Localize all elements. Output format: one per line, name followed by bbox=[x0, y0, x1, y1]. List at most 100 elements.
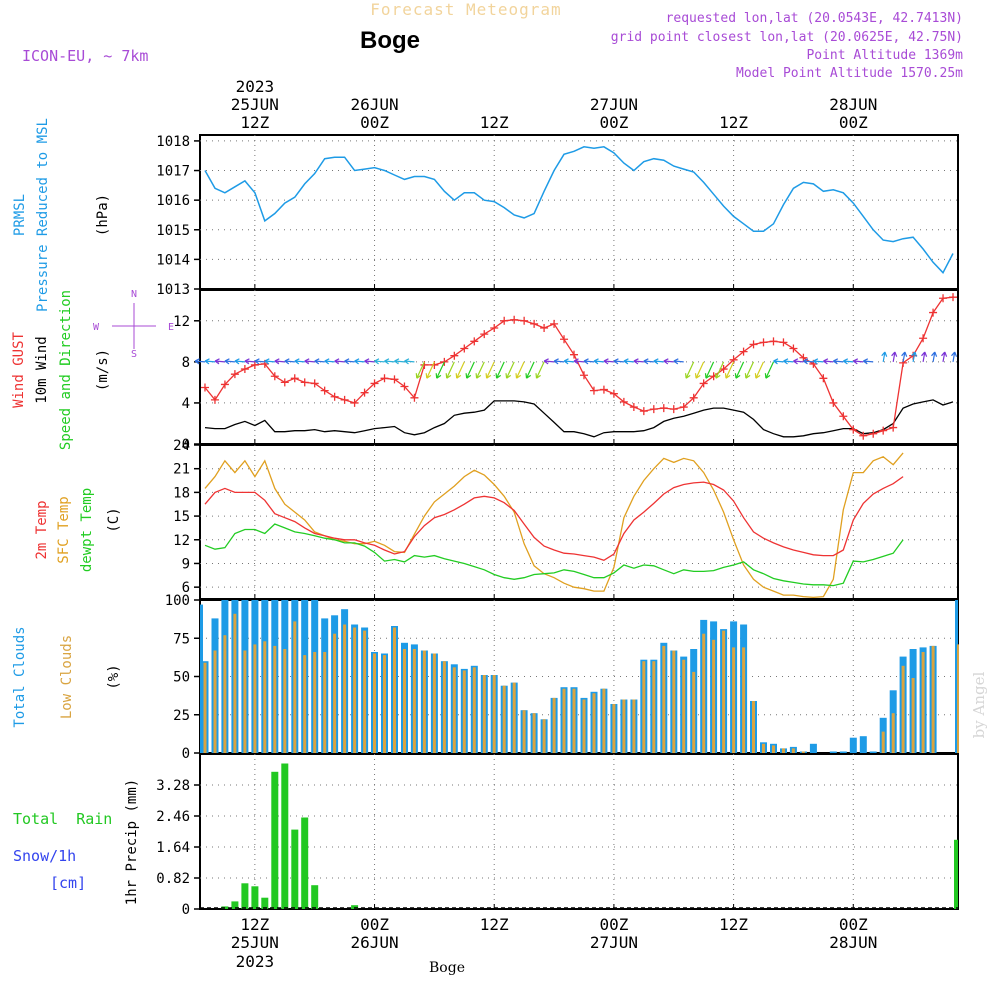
low-cloud-bar bbox=[393, 627, 396, 753]
wind-direction-arrow bbox=[435, 361, 445, 379]
wind-gust-point bbox=[839, 412, 848, 421]
low-cloud-bar bbox=[632, 699, 636, 753]
clouds-unit: (%) bbox=[106, 664, 122, 689]
low-cloud-bar bbox=[532, 713, 536, 753]
clouds-ytick-label: 25 bbox=[173, 708, 190, 724]
pressure-ytick-label: 1014 bbox=[156, 252, 190, 268]
wind-direction-arrow bbox=[404, 358, 415, 365]
bottom-axis-hour: 12Z bbox=[480, 915, 509, 934]
total-cloud-bar bbox=[829, 751, 837, 753]
wind-gust-point bbox=[300, 378, 309, 387]
low-cloud-bar bbox=[652, 661, 656, 753]
wind-direction-arrow bbox=[793, 358, 804, 365]
clouds-ytick-label: 100 bbox=[165, 593, 190, 609]
wind-labels: Wind GUST 10m Wind Speed and Direction (… bbox=[11, 289, 174, 450]
wind-direction-arrow bbox=[754, 361, 765, 379]
rain-bar bbox=[261, 897, 269, 909]
top-axis-date: 25JUN bbox=[231, 95, 279, 114]
wind-gust-point bbox=[609, 389, 618, 398]
rain-bar bbox=[954, 839, 958, 909]
clouds-label-total: Total Clouds bbox=[12, 626, 28, 727]
wind-direction-arrow bbox=[901, 351, 908, 363]
low-cloud-bar bbox=[742, 647, 746, 753]
wind-gust-point bbox=[210, 395, 219, 404]
wind-gust-point bbox=[929, 308, 938, 317]
wind-gust-point bbox=[769, 337, 778, 346]
wind-gust-point bbox=[460, 344, 469, 353]
wind-gust-point bbox=[599, 385, 608, 394]
low-cloud-bar bbox=[472, 667, 476, 753]
low-cloud-bar bbox=[662, 645, 666, 753]
wind-gust-line bbox=[204, 296, 954, 437]
wind-direction-arrow bbox=[852, 358, 864, 365]
low-cloud-bar bbox=[702, 633, 706, 753]
wind-gust-point bbox=[310, 379, 319, 388]
wind-direction-arrow bbox=[734, 361, 745, 379]
low-cloud-bar bbox=[957, 644, 959, 753]
wind-direction-arrow bbox=[465, 361, 475, 379]
wind-direction-arrow bbox=[553, 358, 565, 365]
low-cloud-bar bbox=[422, 650, 426, 753]
low-cloud-bar bbox=[881, 731, 885, 753]
wind-ytick-label: 12 bbox=[173, 314, 190, 330]
low-cloud-bar bbox=[363, 630, 367, 753]
compass-west: W bbox=[93, 322, 100, 333]
wind-gust-point bbox=[270, 372, 279, 381]
top-axis-date: 26JUN bbox=[350, 95, 398, 114]
wind-direction-arrow bbox=[495, 361, 505, 379]
low-cloud-bar bbox=[293, 621, 297, 753]
wind-direction-arrow bbox=[773, 358, 784, 365]
total-cloud-bar bbox=[200, 604, 203, 753]
low-cloud-bar bbox=[592, 693, 596, 753]
total-cloud-bar bbox=[859, 736, 867, 753]
wind-direction-arrow bbox=[274, 358, 285, 365]
low-cloud-bar bbox=[373, 653, 376, 753]
wind-gust-point bbox=[759, 338, 768, 347]
low-cloud-bar bbox=[263, 641, 267, 753]
wind-ytick-label: 0 bbox=[182, 437, 190, 453]
wind-gust-point bbox=[739, 347, 748, 356]
wind-gust-point bbox=[560, 335, 569, 344]
wind-gust-point bbox=[869, 429, 878, 438]
wind-direction-arrow bbox=[314, 358, 325, 365]
low-cloud-bar bbox=[313, 652, 317, 753]
precip-label-cm: [cm] bbox=[50, 874, 86, 892]
pressure-ytick-label: 1016 bbox=[156, 193, 190, 209]
wind-direction-arrow bbox=[304, 358, 315, 365]
precip-panel: 0 0.82 1.64 2.46 3.28 bbox=[156, 753, 959, 918]
temp-2m-line bbox=[204, 476, 904, 562]
wind-direction-arrow bbox=[573, 358, 585, 365]
requested-coords: requested lon,lat (20.0543E, 42.7413N) bbox=[666, 11, 963, 26]
low-cloud-bar bbox=[482, 675, 486, 753]
wind-speed-line bbox=[204, 399, 954, 438]
pressure-label-prmsl: PRMSL bbox=[12, 194, 28, 236]
wind-direction-arrow bbox=[224, 358, 235, 365]
low-cloud-bar bbox=[353, 627, 357, 753]
rain-bar bbox=[291, 829, 299, 909]
clouds-panel: 0 25 50 75 100 bbox=[165, 593, 959, 762]
top-axis-date: 27JUN bbox=[590, 95, 638, 114]
compass-rose: W E N S bbox=[93, 289, 174, 360]
wind-direction-arrow bbox=[633, 358, 644, 365]
model-altitude: Model Point Altitude 1570.25m bbox=[736, 66, 963, 81]
wind-gust-point bbox=[440, 357, 449, 366]
bottom-axis-date: 28JUN bbox=[829, 933, 877, 952]
temperature-panel: 6 9 12 15 18 21 24 bbox=[173, 438, 959, 600]
low-cloud-bar bbox=[502, 685, 506, 753]
model-label: ICON-EU, ~ 7km bbox=[22, 47, 148, 65]
low-cloud-bar bbox=[762, 743, 765, 753]
wind-gust-point bbox=[280, 378, 289, 387]
pressure-ytick-label: 1013 bbox=[156, 282, 190, 298]
meteogram-title: Forecast Meteogram bbox=[370, 0, 561, 19]
top-axis-hour: 00Z bbox=[599, 113, 628, 132]
wind-gust-point bbox=[510, 315, 519, 324]
precip-ytick-label: 1.64 bbox=[156, 840, 190, 856]
grid-point-coords: grid point closest lon,lat (20.0625E, 42… bbox=[611, 30, 963, 45]
clouds-label-low: Low Clouds bbox=[59, 635, 75, 719]
compass-east: E bbox=[168, 322, 174, 333]
temp-ytick-label: 12 bbox=[173, 533, 190, 549]
low-cloud-bar bbox=[562, 688, 566, 753]
temp-ytick-label: 18 bbox=[173, 485, 190, 501]
rain-bar bbox=[311, 885, 319, 909]
